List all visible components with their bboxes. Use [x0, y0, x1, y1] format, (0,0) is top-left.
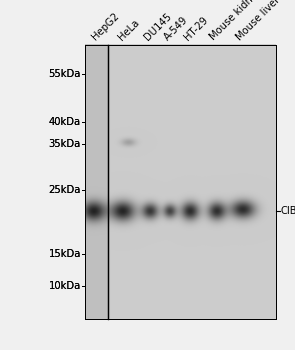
- Text: HepG2: HepG2: [90, 11, 121, 42]
- Text: 10kDa: 10kDa: [49, 281, 81, 292]
- Text: HeLa: HeLa: [116, 17, 141, 42]
- Text: CIB1: CIB1: [281, 206, 295, 216]
- Text: DU145: DU145: [142, 11, 173, 42]
- Text: 10kDa: 10kDa: [49, 281, 81, 292]
- Text: 40kDa: 40kDa: [49, 117, 81, 127]
- Bar: [109, 45, 276, 319]
- Text: 55kDa: 55kDa: [49, 69, 81, 79]
- Text: 15kDa: 15kDa: [49, 249, 81, 259]
- Text: A-549: A-549: [162, 14, 190, 42]
- Text: 35kDa: 35kDa: [49, 139, 81, 149]
- Text: 55kDa: 55kDa: [49, 69, 81, 79]
- Text: 35kDa: 35kDa: [49, 139, 81, 149]
- Text: 40kDa: 40kDa: [49, 117, 81, 127]
- Text: HT-29: HT-29: [182, 14, 210, 42]
- Text: Mouse liver: Mouse liver: [235, 0, 282, 42]
- Bar: [85, 45, 109, 319]
- Text: 15kDa: 15kDa: [49, 249, 81, 259]
- Text: 25kDa: 25kDa: [49, 186, 81, 195]
- Text: Mouse kidney: Mouse kidney: [208, 0, 263, 42]
- Text: 25kDa: 25kDa: [49, 186, 81, 195]
